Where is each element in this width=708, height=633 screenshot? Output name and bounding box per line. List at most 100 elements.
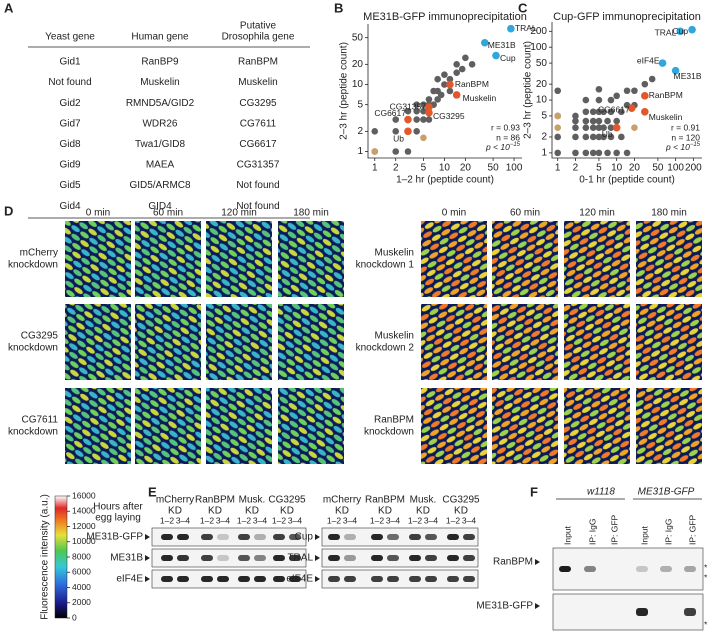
data-point [607,124,615,131]
arrowhead [145,576,150,582]
table-cell: Gid9 [59,160,81,171]
data-point [554,149,562,157]
point-label: CG3295 [433,111,465,121]
data-point [420,101,427,108]
time-label: 0 min [442,208,466,219]
x-tick-label: 100 [506,163,523,174]
data-point [554,112,562,120]
data-point [392,128,400,135]
colorbar-tick-label: 8000 [72,551,91,561]
data-point [631,124,638,131]
band [425,534,437,540]
band [387,534,399,540]
point-label: ME31B [488,40,516,50]
row-label: Muskelin [375,331,414,342]
lane-label: 1–2 [446,515,460,525]
table-cell: Gid2 [59,98,81,109]
group-label: mCherry [323,495,361,506]
band [584,566,596,572]
colorbar-tick-label: 2000 [72,597,91,607]
lane-label: IP: GFP [687,514,697,545]
band [328,555,340,561]
point-label: Ub [393,134,404,144]
arrowhead [535,559,540,565]
row-label: TRAL [287,553,313,564]
highlighted-point [480,38,489,47]
x-tick-label: 1 [555,163,561,174]
band [425,576,437,582]
row-label: eIF4E [116,574,143,585]
table-cell: RanBP9 [141,57,179,68]
panel-label: F [530,484,538,499]
data-point [607,96,615,104]
embryo-image [421,304,487,380]
stat-exponent: −15 [510,142,521,148]
band [201,534,213,540]
highlighted-point [627,104,636,113]
blot [151,527,307,547]
band [387,555,399,561]
asterisk: * [704,562,708,572]
row-label: knockdown 2 [356,343,415,354]
band [344,555,356,561]
band [387,576,399,582]
highlighted-point [612,123,621,132]
y-tick-label: 1 [357,146,363,157]
row-label: Cup [295,532,314,543]
highlighted-point [641,107,649,116]
point-label: Cup [672,26,688,36]
highlighted-point [676,27,685,36]
band [447,576,459,582]
embryo-image [278,388,344,464]
lane-label: 1–2 [200,515,214,525]
row-label: ME31B-GFP [476,601,533,612]
data-point [392,148,400,155]
lane-label: 3–4 [424,515,438,525]
band [201,555,213,561]
blot [321,569,479,589]
data-point [371,148,379,155]
lane-label: Input [639,525,649,545]
row-label: CG3295 [21,331,59,342]
data-point [648,75,656,83]
x-tick-label: 1 [372,163,378,174]
data-point [618,108,625,116]
group-label: KD [208,506,222,517]
blot [552,547,704,591]
highlighted-point [492,51,500,60]
y-axis-label: 2–3 hr (peptide count) [523,41,534,139]
y-tick-label: 20 [536,79,548,90]
band [254,534,266,540]
row-label: RanBPM [374,415,414,426]
highlighted-point [641,92,649,100]
band [217,576,229,582]
row-label: ME31B [110,553,143,564]
data-point [595,96,603,104]
embryo-image [65,304,131,380]
data-point [430,87,437,95]
band [161,534,173,540]
band [409,534,421,540]
plot-title: ME31B-GFP immunoprecipitation [363,11,527,23]
data-point [572,149,579,157]
row-label: eIF4E [286,574,313,585]
point-label: ME31B [674,71,702,81]
data-point [420,134,427,142]
group-label: KD [335,506,349,517]
data-point [425,96,433,103]
colorbar-tick-label: 10000 [72,536,96,546]
band [238,555,250,561]
group-label: KD [245,506,259,517]
data-point [600,124,607,131]
time-label: 180 min [293,208,329,219]
data-point [441,81,448,88]
data-point [618,133,625,141]
x-tick-label: 20 [629,163,641,174]
row-header: egg laying [95,513,141,524]
table-cell: RanBPM [238,57,278,68]
point-label: Muskelin [463,93,497,103]
embryo-image [564,221,630,297]
embryo-image [636,304,702,380]
x-tick-label: 5 [596,163,602,174]
data-point [420,116,427,123]
